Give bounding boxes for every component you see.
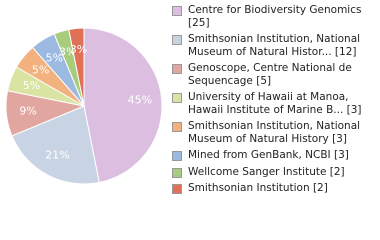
legend-swatch <box>172 64 182 74</box>
legend-entry: Smithsonian Institution, National Museum… <box>172 120 377 145</box>
legend-label: Smithsonian Institution [2] <box>188 182 328 194</box>
pie-slice <box>68 27 85 107</box>
slice-label: 5% <box>32 63 49 76</box>
legend-label: Centre for Biodiversity Genomics [25] <box>188 4 362 29</box>
legend-label: Smithsonian Institution, National Museum… <box>188 120 361 145</box>
slice-label: 45% <box>128 93 152 106</box>
pie: 45%21%9%5%5%5%3%3% <box>5 27 163 185</box>
legend-swatch <box>172 122 182 132</box>
legend-swatch <box>172 93 182 103</box>
pie-slice <box>11 105 100 185</box>
legend-label: University of Hawaii at Manoa, Hawaii In… <box>188 91 362 116</box>
legend-entry: Smithsonian Institution [2] <box>172 182 377 195</box>
legend-entry: Mined from GenBank, NCBI [3] <box>172 149 377 162</box>
legend: Centre for Biodiversity Genomics [25] Smi… <box>172 4 377 199</box>
legend-entry: University of Hawaii at Manoa, Hawaii In… <box>172 91 377 116</box>
legend-swatch <box>172 184 182 194</box>
legend-entry: Smithsonian Institution, National Museum… <box>172 33 377 58</box>
slice-label: 5% <box>46 51 63 64</box>
legend-swatch <box>172 151 182 161</box>
slice-label: 5% <box>23 79 40 92</box>
legend-entry: Genoscope, Centre National de Sequencage… <box>172 62 377 87</box>
legend-label: Wellcome Sanger Institute [2] <box>188 165 345 178</box>
legend-label: Mined from GenBank, NCBI [3] <box>188 149 349 161</box>
legend-swatch <box>172 35 182 45</box>
slice-label: 21% <box>45 149 69 162</box>
legend-entry: Centre for Biodiversity Genomics [25] <box>172 4 377 29</box>
legend-label: Smithsonian Institution, National Museum… <box>188 33 361 58</box>
slice-label: 9% <box>19 105 36 118</box>
legend-swatch <box>172 6 182 16</box>
pie-slice <box>83 27 163 184</box>
legend-label: Genoscope, Centre National de Sequencage… <box>188 62 352 87</box>
legend-entry: Wellcome Sanger Institute [2] <box>172 166 377 179</box>
legend-swatch <box>172 167 182 178</box>
slice-label: 3% <box>70 43 87 56</box>
